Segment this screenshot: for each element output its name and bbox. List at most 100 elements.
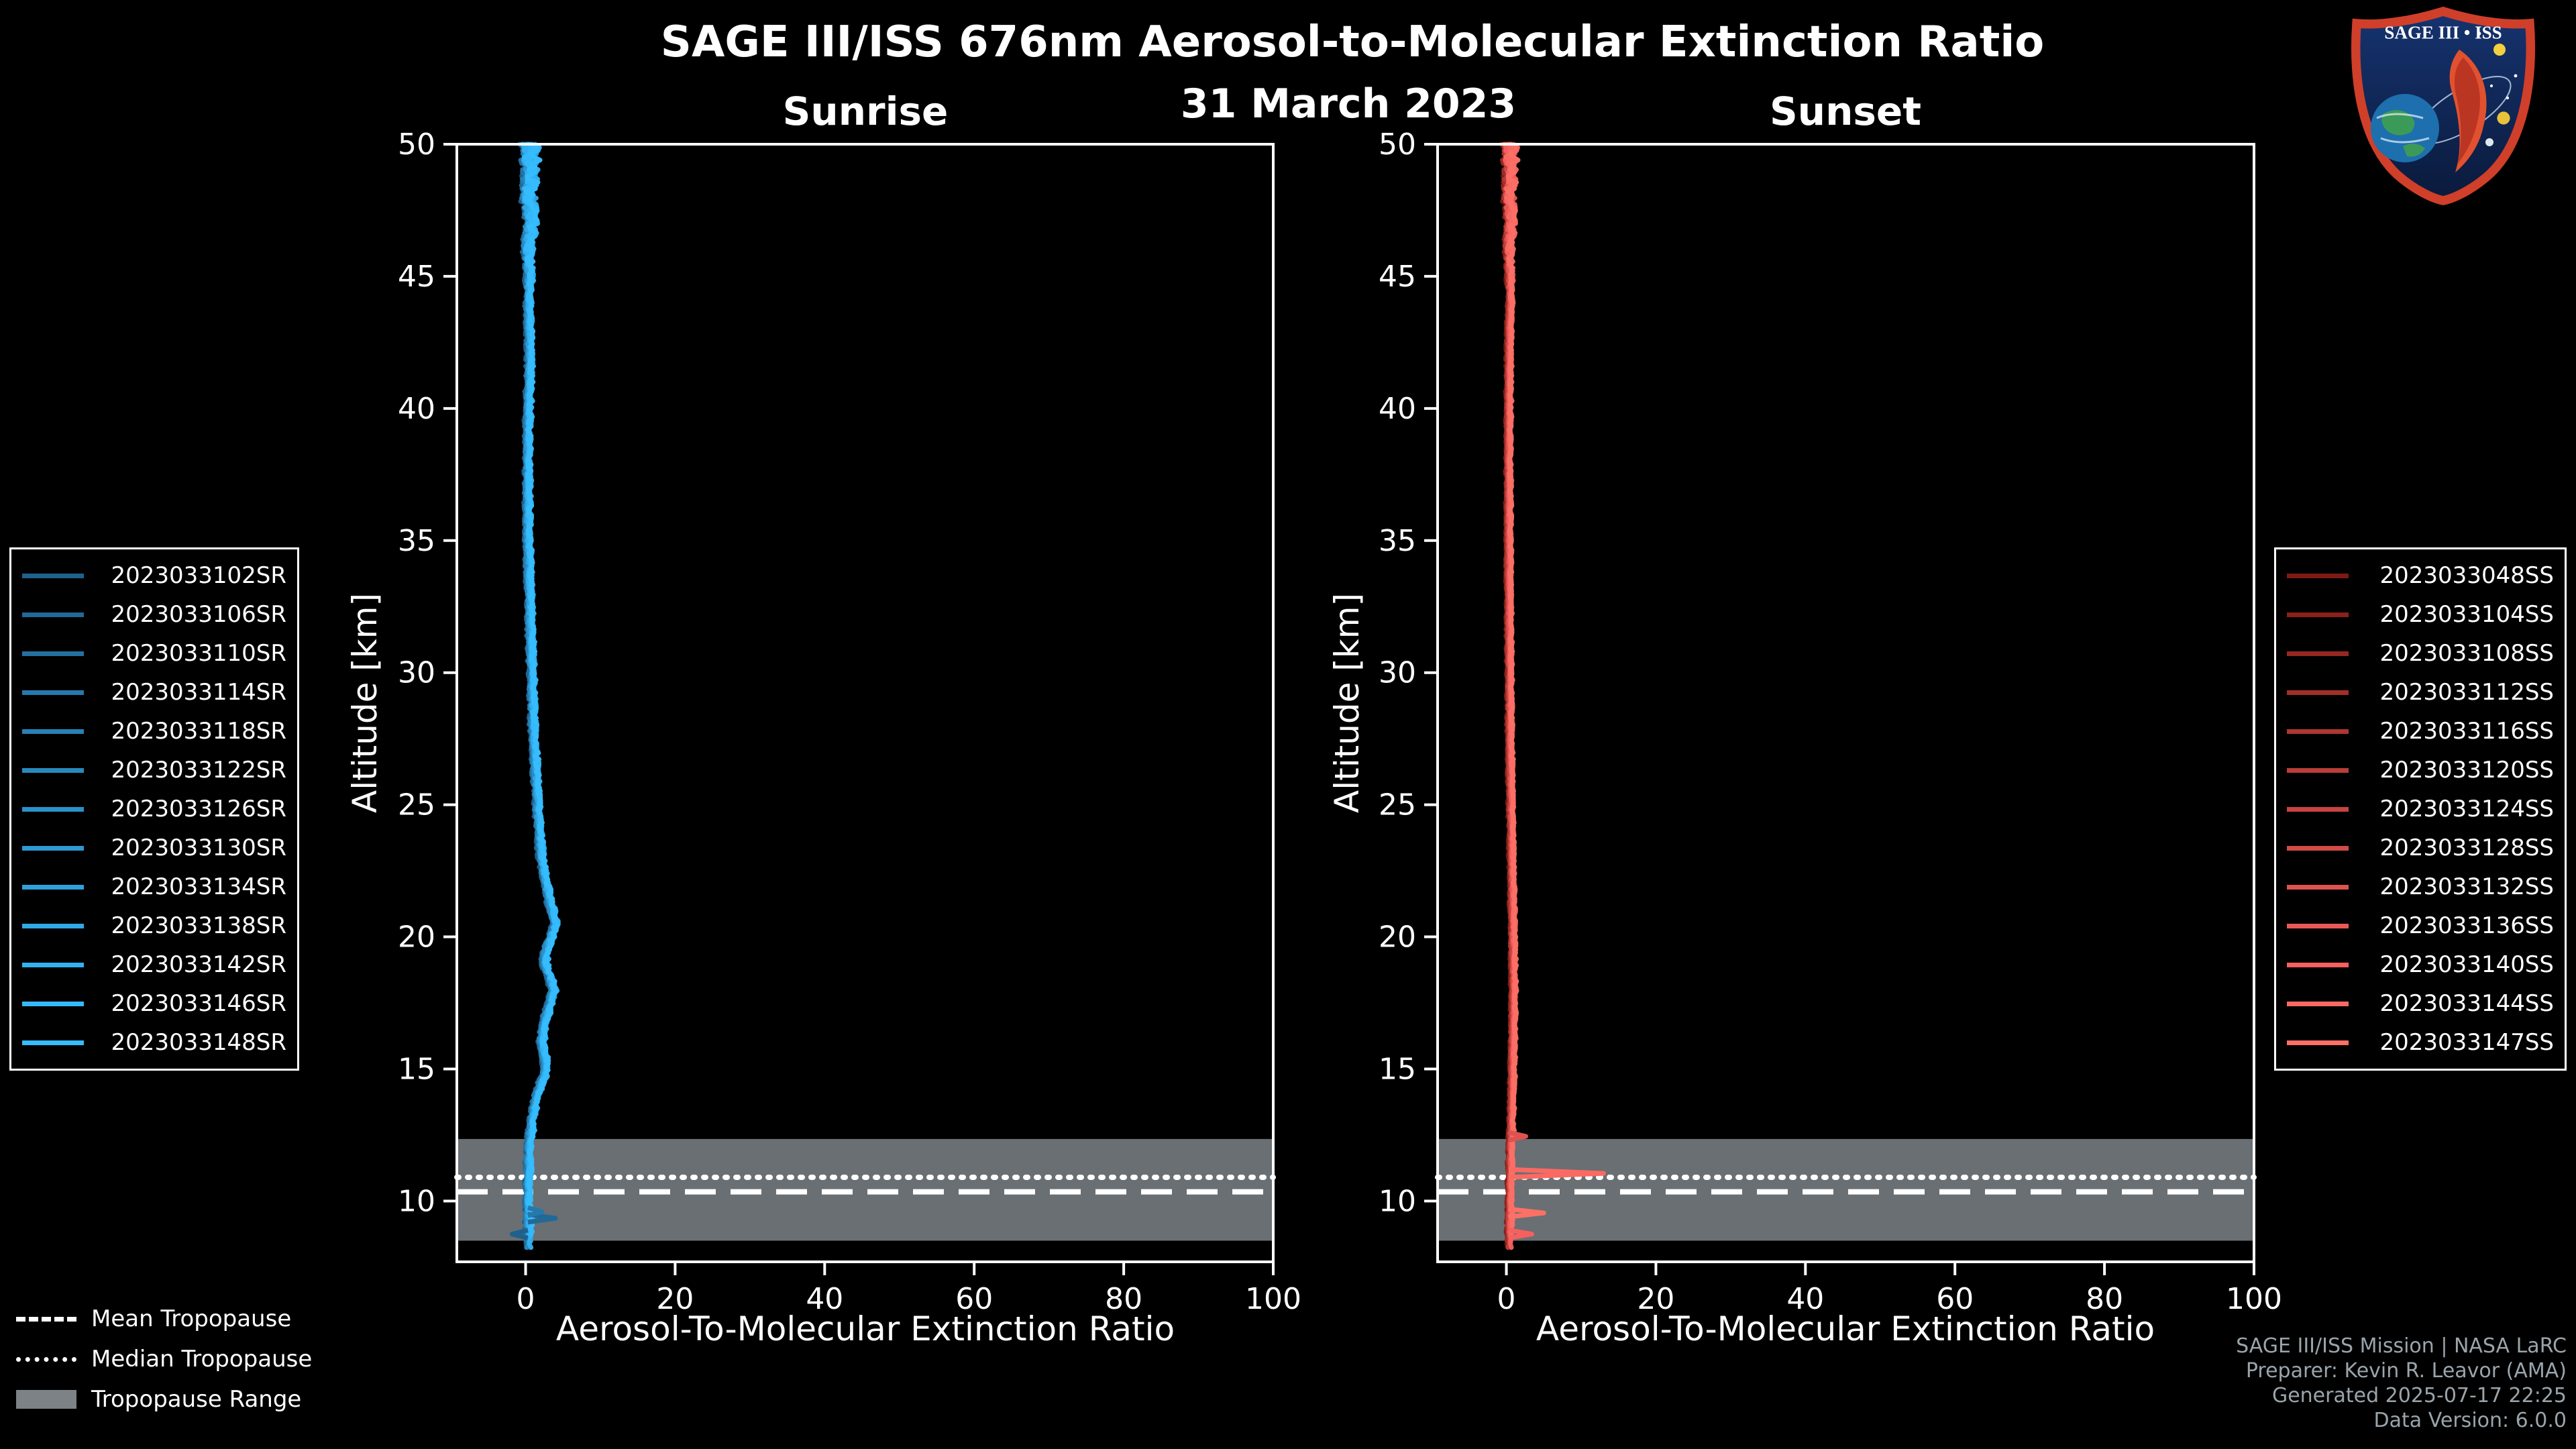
- y-tick-label: 50: [1379, 127, 1416, 162]
- legend-label: 2023033120SS: [2379, 757, 2554, 784]
- legend-label: 2023033144SS: [2379, 990, 2554, 1017]
- sunrise-legend: 2023033102SR 2023033106SR 2023033110SR 2023…: [9, 547, 299, 1071]
- legend-item: 2023033118SR: [22, 712, 286, 751]
- legend-swatch: [22, 612, 84, 617]
- logo-planet: [2485, 138, 2493, 146]
- legend-label: 2023033110SR: [111, 640, 286, 667]
- x-tick-label: 100: [1245, 1282, 1301, 1316]
- mean-tropopause-legend-item: Mean Tropopause: [16, 1299, 312, 1339]
- x-tick-label: 0: [517, 1282, 535, 1316]
- profile-spike: [527, 1205, 545, 1218]
- legend-swatch: [22, 690, 84, 695]
- logo-earth-clouds: [2376, 113, 2430, 144]
- legend-swatch: [2287, 651, 2349, 656]
- y-tick-label: 50: [398, 127, 435, 162]
- legend-label: 2023033124SS: [2379, 796, 2554, 822]
- profile-spike: [510, 1228, 529, 1240]
- legend-swatch: [2287, 923, 2349, 928]
- tropopause-range-label: Tropopause Range: [91, 1386, 302, 1413]
- logo-star: [2477, 32, 2481, 36]
- legend-item: 2023033114SR: [22, 673, 286, 712]
- profile-spike: [527, 1212, 558, 1225]
- legend-swatch: [22, 1001, 84, 1006]
- legend-item: 2023033124SS: [2287, 790, 2554, 828]
- legend-label: 2023033134SR: [111, 873, 286, 900]
- legend-item: 2023033134SR: [22, 867, 286, 906]
- legend-label: 2023033122SR: [111, 757, 286, 784]
- y-tick-label: 25: [398, 788, 435, 822]
- legend-item: 2023033147SS: [2287, 1023, 2554, 1062]
- y-tick-label: 10: [1379, 1184, 1416, 1218]
- legend-label: 2023033114SR: [111, 679, 286, 706]
- logo-figure-shade: [2454, 58, 2480, 164]
- dotted-line-swatch: [16, 1356, 76, 1362]
- footer-data-version: Data Version: 6.0.0: [2373, 1409, 2567, 1432]
- y-tick-label: 20: [398, 920, 435, 955]
- gray-patch-swatch: [16, 1390, 76, 1409]
- legend-item: 2023033104SS: [2287, 595, 2554, 634]
- plot-border: [1436, 143, 2255, 1263]
- legend-swatch: [22, 729, 84, 734]
- x-axis-label-sunset: Aerosol-To-Molecular Extinction Ratio: [1536, 1309, 2155, 1348]
- legend-label: 2023033116SS: [2379, 718, 2554, 745]
- legend-item: 2023033130SR: [22, 828, 286, 867]
- median-tropopause-label: Median Tropopause: [91, 1346, 313, 1373]
- legend-swatch: [2287, 573, 2349, 578]
- median-tropopause-legend-item: Median Tropopause: [16, 1339, 312, 1379]
- legend-swatch: [2287, 1040, 2349, 1045]
- legend-item: 2023033120SS: [2287, 751, 2554, 790]
- dashed-line-swatch: [16, 1316, 76, 1322]
- legend-item: 2023033122SR: [22, 751, 286, 790]
- y-tick-label: 40: [1379, 392, 1416, 426]
- legend-swatch: [22, 845, 84, 851]
- profile-line: [1505, 142, 1521, 1228]
- y-tick-label: 15: [1379, 1052, 1416, 1086]
- legend-label: 2023033104SS: [2379, 601, 2554, 628]
- logo-earth-land: [2381, 110, 2425, 157]
- sunset-plot: 0 20 40 60 80 100 10 15 20 25 30 35 40 45 50: [1379, 127, 2282, 1316]
- legend-item: 2023033132SS: [2287, 867, 2554, 906]
- tropopause-range-band: [457, 1138, 1273, 1241]
- legend-swatch: [2287, 612, 2349, 617]
- mean-tropopause-label: Mean Tropopause: [91, 1305, 292, 1332]
- y-axis-label-sunrise: Altitude [km]: [345, 593, 384, 813]
- legend-label: 2023033146SR: [111, 990, 286, 1017]
- legend-swatch: [2287, 806, 2349, 812]
- legend-label: 2023033140SS: [2379, 951, 2554, 978]
- x-tick-label: 80: [2086, 1282, 2123, 1316]
- x-tick-label: 40: [1786, 1282, 1824, 1316]
- legend-item: 2023033106SR: [22, 595, 286, 634]
- profile-spike: [1508, 1228, 1534, 1241]
- legend-swatch: [22, 923, 84, 928]
- legend-swatch: [22, 962, 84, 967]
- x-tick-label: 60: [1936, 1282, 1974, 1316]
- legend-swatch: [22, 806, 84, 812]
- y-tick-label: 30: [1379, 656, 1416, 690]
- legend-label: 2023033106SR: [111, 601, 286, 628]
- legend-swatch: [2287, 690, 2349, 695]
- x-tick-label: 100: [2226, 1282, 2282, 1316]
- x-tick-label: 0: [1497, 1282, 1516, 1316]
- y-tick-label: 15: [398, 1052, 435, 1086]
- y-tick-label: 35: [398, 524, 435, 558]
- legend-label: 2023033148SR: [111, 1029, 286, 1056]
- legend-swatch: [22, 1040, 84, 1045]
- legend-label: 2023033112SS: [2379, 679, 2554, 706]
- legend-item: 2023033102SR: [22, 556, 286, 595]
- profile-spike: [1508, 1167, 1606, 1180]
- legend-item: 2023033048SS: [2287, 556, 2554, 595]
- legend-item: 2023033112SS: [2287, 673, 2554, 712]
- legend-swatch: [2287, 845, 2349, 851]
- legend-label: 2023033048SS: [2379, 562, 2554, 589]
- y-tick-label: 45: [398, 260, 435, 294]
- profile-spike: [1508, 1206, 1546, 1220]
- logo-sun: [2493, 44, 2506, 56]
- logo-star: [2506, 96, 2510, 100]
- x-tick-label: 80: [1105, 1282, 1142, 1316]
- legend-swatch: [2287, 884, 2349, 890]
- sunset-legend: 2023033048SS 2023033104SS 2023033108SS 2023…: [2274, 547, 2567, 1071]
- legend-label: 2023033126SR: [111, 796, 286, 822]
- panel-title-sunrise: Sunrise: [782, 89, 949, 134]
- legend-swatch: [22, 884, 84, 890]
